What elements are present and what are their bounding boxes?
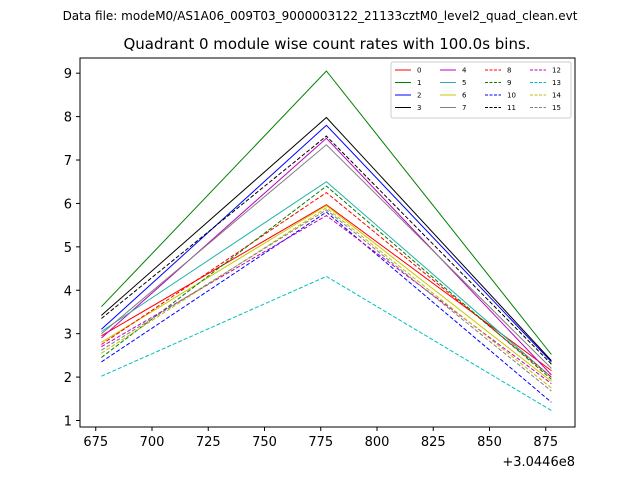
x-tick-label: 675	[83, 435, 108, 450]
legend-label-15: 15	[552, 104, 561, 112]
series-line-7	[101, 144, 552, 369]
x-tick-label: 875	[533, 435, 558, 450]
legend-label-2: 2	[417, 92, 421, 100]
legend-label-7: 7	[462, 104, 466, 112]
legend-label-10: 10	[507, 92, 516, 100]
y-tick-label: 8	[64, 111, 72, 126]
x-tick-label: 775	[308, 435, 333, 450]
legend-label-13: 13	[552, 79, 561, 87]
x-tick-label: 800	[365, 435, 390, 450]
series-line-4	[101, 137, 552, 376]
series-line-13	[101, 275, 552, 411]
legend-label-11: 11	[507, 104, 516, 112]
legend-label-14: 14	[552, 92, 561, 100]
legend-label-9: 9	[507, 79, 511, 87]
legend-label-3: 3	[417, 104, 421, 112]
x-tick-label: 825	[421, 435, 446, 450]
series-line-14	[101, 207, 552, 389]
series-line-3	[101, 116, 552, 361]
y-tick-label: 5	[64, 241, 72, 256]
y-tick-label: 9	[64, 67, 72, 82]
series-line-11	[101, 135, 552, 365]
y-tick-label: 2	[64, 371, 72, 386]
series-line-9	[101, 185, 552, 380]
legend-label-12: 12	[552, 67, 561, 75]
x-axis: 675 700 725 750 775 800 825 850 875	[83, 427, 558, 450]
legend-label-6: 6	[462, 92, 467, 100]
series-line-1	[101, 70, 552, 355]
y-tick-label: 4	[64, 284, 72, 299]
chart-title: Quadrant 0 module wise count rates with …	[123, 35, 530, 53]
series-line-6	[101, 204, 552, 382]
series-line-12	[101, 215, 552, 385]
axes-frame	[79, 57, 576, 428]
legend-label-8: 8	[507, 67, 511, 75]
y-tick-label: 3	[64, 328, 72, 343]
legend-label-4: 4	[462, 67, 467, 75]
x-tick-label: 750	[252, 435, 277, 450]
legend-box	[390, 61, 572, 119]
series-line-5	[101, 181, 552, 378]
x-tick-label: 700	[140, 435, 165, 450]
legend-label-1: 1	[417, 79, 421, 87]
x-axis-offset-label: +3.0446e8	[502, 455, 575, 470]
legend-label-5: 5	[462, 79, 466, 87]
y-tick-label: 6	[64, 197, 72, 212]
series-line-8	[101, 191, 552, 378]
series-line-15	[101, 209, 552, 392]
x-tick-label: 850	[477, 435, 502, 450]
series-line-2	[101, 124, 552, 363]
series-lines	[101, 70, 552, 411]
legend-label-0: 0	[417, 67, 421, 75]
x-tick-label: 725	[196, 435, 221, 450]
figure-suptitle: Data file: modeM0/AS1A06_009T03_90000031…	[63, 9, 578, 23]
series-line-10	[101, 211, 552, 403]
y-tick-label: 1	[64, 414, 72, 429]
y-axis: 1 2 3 4 5 6 7 8 9	[64, 67, 80, 429]
y-tick-label: 7	[64, 154, 72, 169]
